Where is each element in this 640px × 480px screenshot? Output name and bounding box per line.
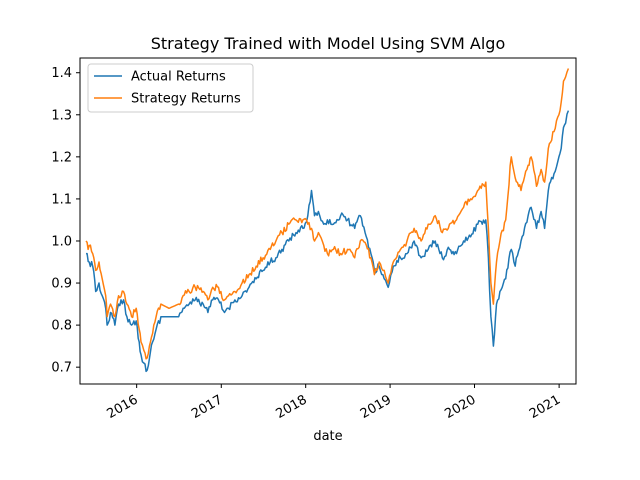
y-tick-label: 0.7 — [51, 361, 72, 376]
series-line-actual-returns — [86, 110, 570, 373]
x-axis-label: date — [313, 429, 342, 444]
series-layer — [85, 68, 570, 373]
legend-box — [87, 63, 254, 113]
y-tick-label: 1.1 — [51, 192, 72, 207]
plot-area-frame — [79, 57, 577, 385]
legend: Actual Returns Strategy Returns — [87, 63, 254, 113]
y-tick-label: 0.8 — [51, 319, 72, 334]
y-tick-label: 0.9 — [51, 277, 72, 292]
y-axis: 0.7 0.8 0.9 1.0 1.1 1.2 1.3 1.4 — [51, 66, 80, 376]
y-tick-label: 1.4 — [51, 66, 72, 81]
y-tick-label: 1.2 — [51, 150, 72, 165]
legend-entry-label: Actual Returns — [131, 70, 226, 85]
series-line-strategy-returns — [85, 68, 570, 360]
legend-entry-label: Strategy Returns — [131, 92, 241, 107]
y-tick-label: 1.3 — [51, 108, 72, 123]
y-tick-label: 1.0 — [51, 234, 72, 249]
chart-title: Strategy Trained with Model Using SVM Al… — [151, 34, 505, 53]
